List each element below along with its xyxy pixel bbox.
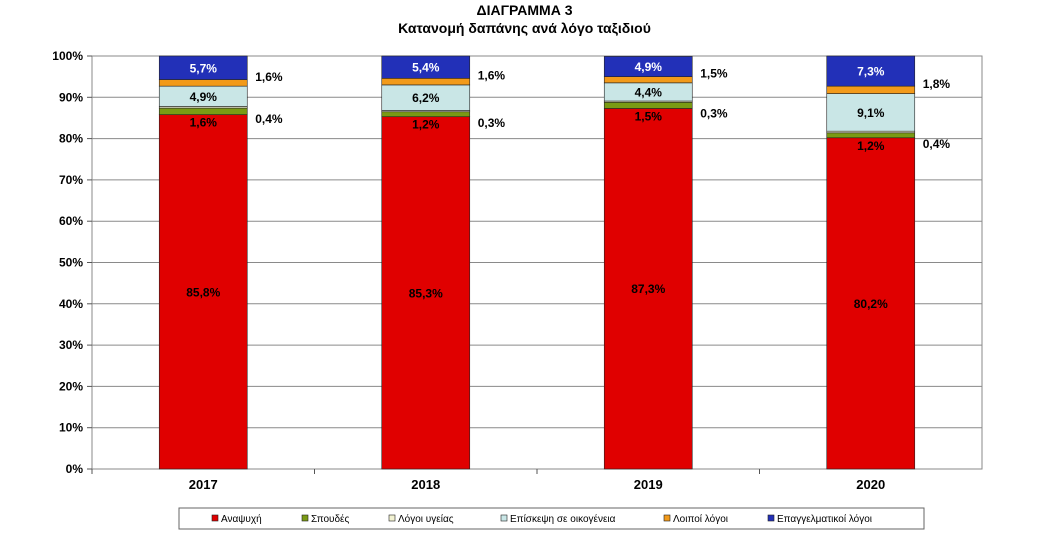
x-tick-label: 2020 — [856, 477, 885, 492]
chart-subtitle: Κατανομή δαπάνης ανά λόγο ταξιδιού — [398, 20, 651, 36]
bar-segment — [603, 76, 693, 84]
legend-label: Επίσκεψη σε οικογένεια — [510, 513, 616, 525]
bar-segment — [381, 78, 471, 86]
bar-segment — [826, 137, 916, 470]
data-label: 1,2% — [857, 139, 885, 153]
bar-segment — [603, 101, 693, 109]
data-label: 0,4% — [255, 112, 283, 126]
legend-swatch — [211, 514, 219, 522]
bar-segment — [381, 111, 471, 118]
bar-segment — [381, 84, 471, 111]
bar-segment — [158, 114, 248, 470]
y-tick-label: 100% — [52, 49, 83, 63]
data-label: 87,3% — [631, 282, 665, 296]
y-tick-label: 20% — [59, 379, 83, 393]
legend-label: Επαγγελματικοί λόγοι — [777, 513, 872, 525]
bar-segment — [603, 108, 693, 470]
data-label: 0,4% — [923, 137, 951, 151]
data-label: 7,3% — [857, 65, 885, 79]
data-label: 1,5% — [635, 109, 663, 123]
legend-swatch — [301, 514, 309, 522]
bar-segment — [381, 116, 471, 470]
data-label: 80,2% — [854, 297, 888, 311]
legend-label: Σπουδές — [311, 513, 350, 525]
bar-segment — [603, 56, 693, 77]
y-tick-label: 70% — [59, 173, 83, 187]
data-label: 5,7% — [190, 61, 218, 75]
bar-segment — [826, 132, 916, 139]
legend-swatch — [663, 514, 671, 522]
legend-swatch — [767, 514, 775, 522]
bar-segment — [381, 55, 471, 79]
bar-segment — [158, 55, 248, 80]
y-tick-label: 80% — [59, 132, 83, 146]
chart-title: ΔΙΑΓΡΑΜΜΑ 3 — [476, 2, 573, 18]
data-label: 1,6% — [190, 116, 218, 130]
bar-segment — [826, 85, 916, 94]
data-label: 0,3% — [478, 116, 506, 130]
data-label: 4,9% — [635, 60, 663, 74]
legend-swatch — [388, 514, 396, 522]
x-tick-label: 2018 — [411, 477, 440, 492]
data-label: 0,3% — [700, 107, 728, 121]
bar-segment — [158, 107, 248, 115]
bar-segment — [826, 93, 916, 132]
data-label: 1,6% — [255, 70, 283, 84]
legend-label: Λόγοι υγείας — [398, 513, 454, 525]
y-tick-label: 50% — [59, 256, 83, 270]
data-label: 1,5% — [700, 67, 728, 81]
bar-segment — [158, 79, 248, 87]
data-label: 1,2% — [412, 118, 440, 132]
legend — [178, 507, 925, 530]
y-tick-label: 40% — [59, 297, 83, 311]
y-tick-label: 60% — [59, 214, 83, 228]
y-tick-label: 30% — [59, 338, 83, 352]
y-tick-label: 10% — [59, 421, 83, 435]
data-label: 9,1% — [857, 106, 885, 120]
y-tick-label: 0% — [66, 462, 84, 476]
data-label: 1,8% — [923, 77, 951, 91]
legend-swatch — [500, 514, 508, 522]
x-tick-label: 2017 — [189, 477, 218, 492]
legend-label: Αναψυχή — [221, 513, 262, 525]
x-tick-label: 2019 — [634, 477, 663, 492]
y-tick-label: 90% — [59, 90, 83, 104]
legend-label: Λοιποί λόγοι — [673, 513, 728, 525]
data-label: 5,4% — [412, 61, 440, 75]
data-label: 4,9% — [190, 90, 218, 104]
data-label: 1,6% — [478, 69, 506, 83]
data-label: 85,8% — [186, 285, 220, 299]
data-label: 85,3% — [409, 286, 443, 300]
bar-segment — [826, 55, 916, 87]
data-label: 6,2% — [412, 91, 440, 105]
data-label: 4,4% — [635, 85, 663, 99]
